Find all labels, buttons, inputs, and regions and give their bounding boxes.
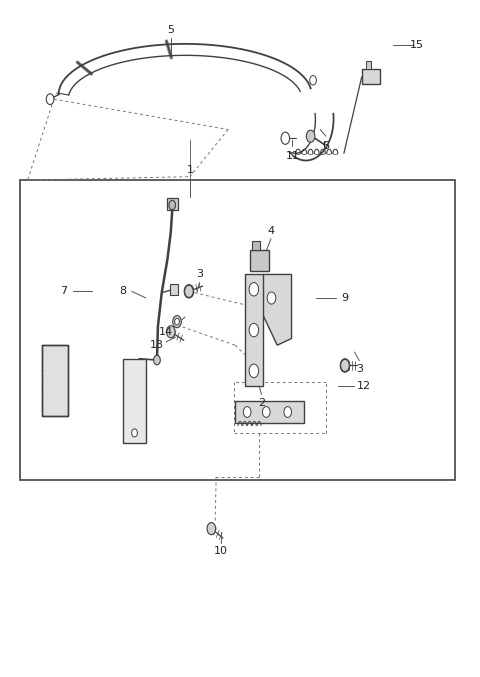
Circle shape	[249, 282, 259, 296]
Bar	[42, 345, 68, 416]
Circle shape	[175, 318, 180, 325]
Bar	[170, 284, 178, 294]
Polygon shape	[263, 274, 291, 345]
Circle shape	[154, 355, 160, 365]
Circle shape	[173, 315, 181, 328]
Circle shape	[187, 288, 192, 294]
Text: 13: 13	[149, 341, 164, 350]
Circle shape	[46, 93, 54, 104]
Text: 5: 5	[168, 24, 174, 35]
Text: 14: 14	[159, 327, 173, 336]
Bar	[235, 401, 304, 422]
Circle shape	[184, 284, 194, 298]
Bar	[252, 242, 260, 250]
Bar	[250, 250, 269, 271]
Circle shape	[167, 326, 175, 338]
Circle shape	[132, 429, 137, 437]
Circle shape	[310, 76, 316, 85]
Circle shape	[243, 407, 251, 418]
Circle shape	[281, 132, 289, 144]
Bar	[362, 70, 380, 85]
Text: 3: 3	[196, 269, 203, 280]
Text: 9: 9	[341, 293, 348, 303]
Text: 1: 1	[186, 165, 193, 175]
Text: 3: 3	[356, 364, 363, 374]
Circle shape	[169, 200, 176, 210]
Text: 2: 2	[258, 397, 265, 408]
Bar	[167, 198, 178, 211]
Text: 7: 7	[60, 286, 67, 297]
Bar	[21, 180, 455, 480]
Bar	[123, 359, 146, 443]
Circle shape	[207, 523, 216, 535]
Circle shape	[263, 407, 270, 418]
Circle shape	[267, 292, 276, 304]
Bar	[366, 62, 371, 70]
Circle shape	[185, 285, 193, 297]
Text: 8: 8	[120, 286, 127, 297]
Text: 11: 11	[286, 152, 300, 161]
Bar	[245, 274, 263, 386]
Text: 4: 4	[267, 225, 275, 236]
Circle shape	[340, 359, 350, 372]
Circle shape	[249, 324, 259, 337]
Text: 10: 10	[214, 546, 228, 556]
Circle shape	[341, 359, 349, 372]
Circle shape	[306, 130, 315, 142]
Text: 12: 12	[357, 380, 371, 391]
Text: 15: 15	[409, 40, 423, 50]
Text: 6: 6	[323, 141, 329, 152]
Bar	[42, 345, 68, 416]
Circle shape	[249, 364, 259, 378]
Circle shape	[343, 362, 348, 369]
Circle shape	[284, 407, 291, 418]
